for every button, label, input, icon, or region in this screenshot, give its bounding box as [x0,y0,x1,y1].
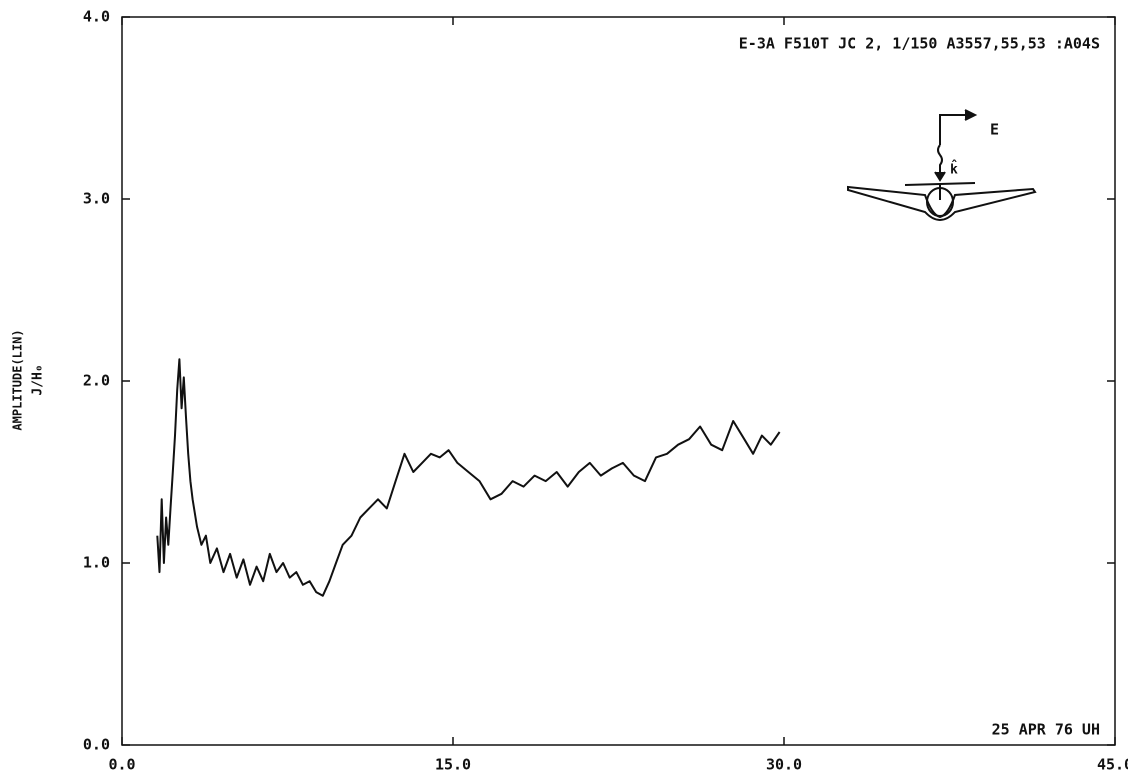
x-tick-label: 15.0 [435,756,471,774]
y-axis-label: AMPLITUDE(LIN) [11,329,25,430]
x-tick-label: 45.0 [1097,756,1128,774]
data-line [156,358,781,597]
diagram-label: E [990,121,999,139]
annotation: E-3A F510T JC 2, 1/150 A3557,55,53 :A04S [739,35,1100,53]
y-tick-label: 1.0 [83,554,110,572]
y-tick-label: 4.0 [83,8,110,26]
y-axis-unit: J/H₀ [31,364,46,395]
x-tick-label: 30.0 [766,756,802,774]
plot-frame [121,16,1116,746]
y-tick-label: 0.0 [83,736,110,754]
x-tick-label: 0.0 [108,756,135,774]
date-note: 25 APR 76 UH [992,721,1100,739]
y-tick-label: 2.0 [83,372,110,390]
y-tick-label: 3.0 [83,190,110,208]
diagram-label: k̂ [950,160,958,178]
aircraft-diagram [847,109,1037,221]
